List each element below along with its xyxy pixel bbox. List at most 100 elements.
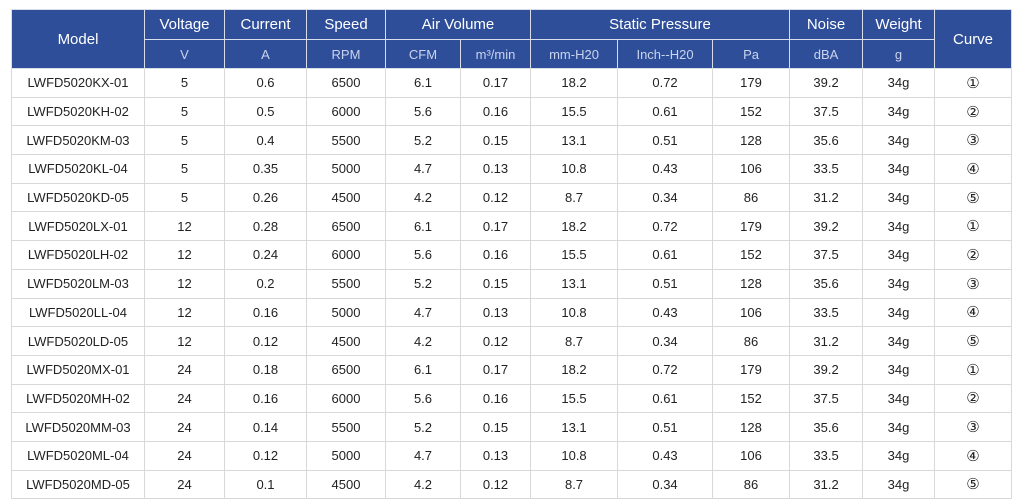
cell-pa: 128: [712, 125, 791, 156]
cell-cfm: 4.2: [385, 469, 461, 500]
cell-speed: 4500: [306, 182, 386, 213]
cell-voltage: 12: [144, 297, 225, 328]
cell-voltage: 5: [144, 68, 225, 98]
cell-m3-per-min: 0.12: [459, 469, 532, 500]
cell-noise-dba: 31.2: [789, 182, 864, 213]
cell-current: 0.6: [224, 68, 307, 98]
table-row: LWFD5020ML-04 24 0.12 5000 4.7 0.13 10.8 0.43 10…: [11, 440, 1013, 471]
cell-weight: 34g: [862, 182, 936, 213]
cell-model: LWFD5020MD-05: [11, 469, 145, 500]
cell-voltage: 24: [144, 354, 225, 385]
cell-pa: 106: [712, 297, 791, 328]
cell-weight: 34g: [862, 268, 936, 299]
cell-current: 0.18: [224, 354, 307, 385]
unit-voltage: V: [144, 39, 225, 69]
cell-noise-dba: 39.2: [789, 354, 864, 385]
cell-cfm: 4.7: [385, 297, 461, 328]
cell-model: LWFD5020MH-02: [11, 383, 145, 414]
cell-mm-h2o: 18.2: [530, 211, 619, 242]
cell-weight: 34g: [862, 211, 936, 242]
cell-speed: 6000: [306, 96, 386, 127]
cell-inch-h2o: 0.51: [617, 125, 714, 156]
cell-m3-per-min: 0.12: [459, 182, 532, 213]
cell-curve: ④: [934, 440, 1013, 471]
cell-voltage: 12: [144, 268, 225, 299]
table-row: LWFD5020MD-05 24 0.1 4500 4.2 0.12 8.7 0.34 86 31…: [11, 469, 1013, 500]
cell-model: LWFD5020LH-02: [11, 240, 145, 270]
cell-pa: 152: [712, 240, 791, 270]
cell-model: LWFD5020LL-04: [11, 297, 145, 328]
cell-mm-h2o: 8.7: [530, 182, 619, 213]
cell-m3-per-min: 0.17: [459, 211, 532, 242]
cell-voltage: 12: [144, 240, 225, 270]
cell-m3-per-min: 0.16: [459, 240, 532, 270]
cell-pa: 86: [712, 182, 791, 213]
cell-voltage: 24: [144, 412, 225, 442]
unit-grams: g: [862, 39, 936, 69]
cell-noise-dba: 39.2: [789, 211, 864, 242]
cell-inch-h2o: 0.72: [617, 68, 714, 98]
cell-cfm: 5.6: [385, 96, 461, 127]
cell-curve: ②: [934, 240, 1013, 270]
cell-current: 0.12: [224, 440, 307, 471]
table-row: LWFD5020KL-04 5 0.35 5000 4.7 0.13 10.8 0.43 106…: [11, 154, 1013, 184]
cell-speed: 6500: [306, 354, 386, 385]
unit-speed: RPM: [306, 39, 386, 69]
cell-speed: 5500: [306, 125, 386, 156]
cell-noise-dba: 35.6: [789, 412, 864, 442]
cell-model: LWFD5020KH-02: [11, 96, 145, 127]
cell-inch-h2o: 0.72: [617, 211, 714, 242]
table-row: LWFD5020LH-02 12 0.24 6000 5.6 0.16 15.5 0.61 15…: [11, 240, 1013, 270]
cell-mm-h2o: 15.5: [530, 240, 619, 270]
cell-pa: 86: [712, 469, 791, 500]
cell-model: LWFD5020KM-03: [11, 125, 145, 156]
table-row: LWFD5020MH-02 24 0.16 6000 5.6 0.16 15.5 0.61 15…: [11, 383, 1013, 414]
cell-current: 0.5: [224, 96, 307, 127]
cell-pa: 106: [712, 440, 791, 471]
cell-inch-h2o: 0.51: [617, 268, 714, 299]
unit-inch-h2o: Inch--H20: [617, 39, 714, 69]
cell-cfm: 6.1: [385, 354, 461, 385]
cell-cfm: 6.1: [385, 68, 461, 98]
table-row: LWFD5020MX-01 24 0.18 6500 6.1 0.17 18.2 0.72 17…: [11, 354, 1013, 385]
cell-weight: 34g: [862, 412, 936, 442]
unit-current: A: [224, 39, 307, 69]
cell-pa: 152: [712, 383, 791, 414]
cell-model: LWFD5020KL-04: [11, 154, 145, 184]
cell-model: LWFD5020KD-05: [11, 182, 145, 213]
cell-inch-h2o: 0.43: [617, 154, 714, 184]
cell-weight: 34g: [862, 326, 936, 356]
cell-mm-h2o: 15.5: [530, 96, 619, 127]
cell-speed: 4500: [306, 326, 386, 356]
cell-mm-h2o: 10.8: [530, 154, 619, 184]
cell-cfm: 4.2: [385, 182, 461, 213]
cell-curve: ④: [934, 154, 1013, 184]
cell-mm-h2o: 15.5: [530, 383, 619, 414]
cell-pa: 179: [712, 354, 791, 385]
cell-noise-dba: 39.2: [789, 68, 864, 98]
cell-weight: 34g: [862, 68, 936, 98]
cell-m3-per-min: 0.13: [459, 154, 532, 184]
cell-curve: ③: [934, 268, 1013, 299]
table-header: Model Voltage Current Speed Air Volume S…: [11, 9, 1013, 69]
cell-noise-dba: 35.6: [789, 125, 864, 156]
header-row-units: V A RPM CFM m³/min mm-H20 Inch--H20 Pa d…: [12, 39, 1012, 69]
cell-m3-per-min: 0.17: [459, 354, 532, 385]
cell-current: 0.1: [224, 469, 307, 500]
cell-m3-per-min: 0.17: [459, 68, 532, 98]
cell-mm-h2o: 10.8: [530, 440, 619, 471]
cell-curve: ⑤: [934, 182, 1013, 213]
header-current: Current: [224, 9, 307, 40]
header-static-pressure: Static Pressure: [530, 9, 791, 40]
cell-cfm: 5.2: [385, 268, 461, 299]
cell-noise-dba: 37.5: [789, 96, 864, 127]
cell-model: LWFD5020ML-04: [11, 440, 145, 471]
cell-inch-h2o: 0.34: [617, 182, 714, 213]
cell-cfm: 4.7: [385, 154, 461, 184]
cell-voltage: 24: [144, 383, 225, 414]
cell-cfm: 4.2: [385, 326, 461, 356]
cell-curve: ①: [934, 211, 1013, 242]
cell-noise-dba: 33.5: [789, 440, 864, 471]
header-air-volume: Air Volume: [384, 9, 532, 40]
cell-speed: 5500: [306, 412, 386, 442]
